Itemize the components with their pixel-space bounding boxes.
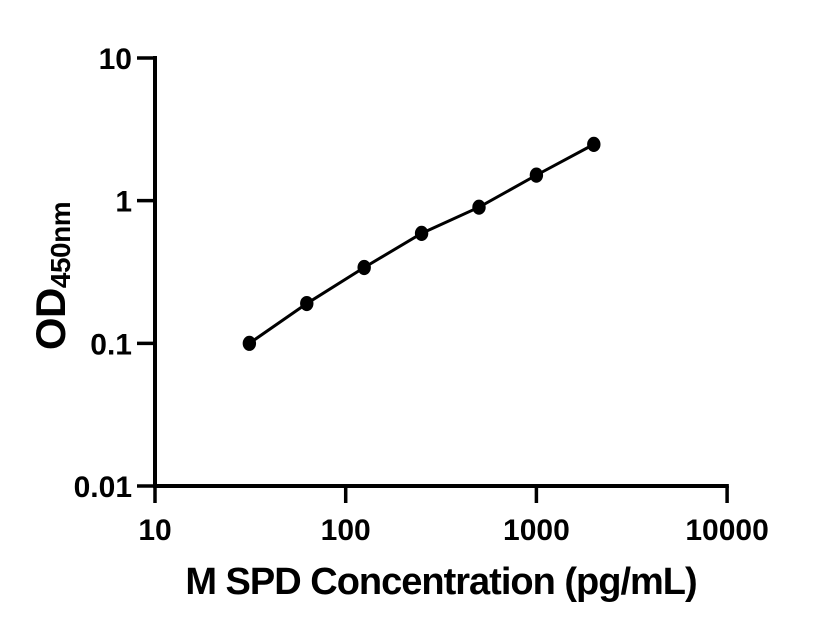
data-point-1 [300,295,314,312]
data-point-6 [587,136,601,152]
y-axis-title-main: OD [27,288,74,351]
y-tick-label-1: 1 [115,186,132,219]
x-tick-label-1000: 1000 [503,514,570,547]
data-point-5 [529,167,544,183]
y-axis-title-subscript: 450nm [45,201,76,289]
y-axis-title: OD450nm [27,202,77,350]
data-point-4 [472,199,486,215]
y-tick-label-0.1: 0.1 [90,328,132,361]
x-tick-label-10: 10 [138,514,171,547]
x-tick-label-10000: 10000 [685,514,768,547]
y-tick-label-10: 10 [99,43,132,76]
x-axis-title: M SPD Concentration (pg/mL) [185,561,697,603]
x-tick-label-100: 100 [321,514,371,547]
data-point-0 [242,335,257,351]
data-point-2 [357,259,371,276]
data-point-3 [414,225,429,241]
y-tick-label-0.01: 0.01 [74,471,132,504]
